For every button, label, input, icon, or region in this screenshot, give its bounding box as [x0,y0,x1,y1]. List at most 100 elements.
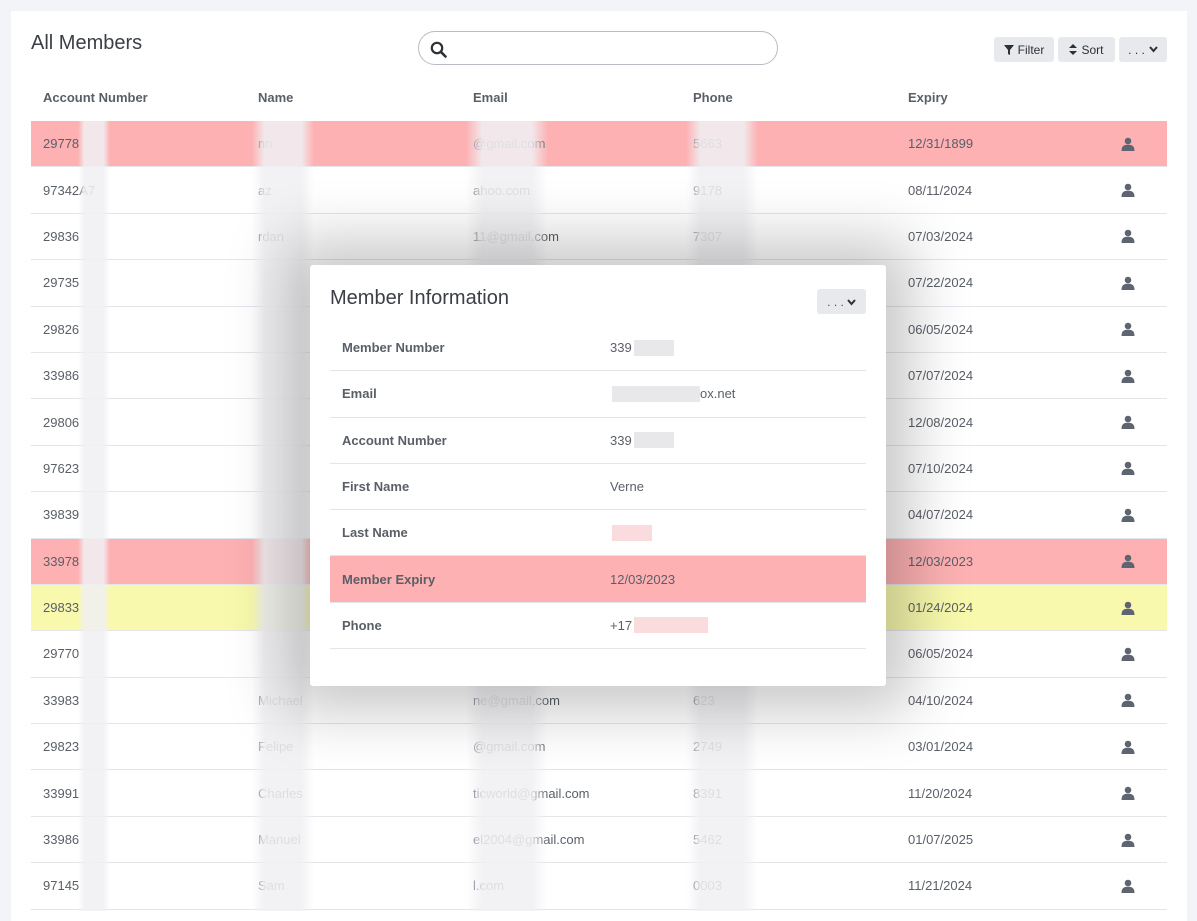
user-icon[interactable] [1120,724,1136,769]
info-value-text: ox.net [700,386,736,402]
expiry-cell: 12/08/2024 [908,414,974,430]
table-row[interactable]: 29823 Felipe @gmail.com 2749 03/01/2024 [31,724,1167,771]
redacted-block [612,385,700,402]
account-number-cell: 29826 [43,321,80,337]
page-title: All Members [31,32,143,54]
name-cell: az [258,182,272,198]
account-number-cell: 97145 [43,878,80,894]
table-row[interactable]: 33991 Charles ticworld@gmail.com 8391 11/20/… [31,770,1167,817]
chevron-down-icon [1149,46,1158,53]
expiry-cell: 07/22/2024 [908,275,974,291]
table-row[interactable]: 33986 Manuel el2004@gmail.com 5462 01/07/202… [31,817,1167,864]
expiry-cell: 04/07/2024 [908,507,974,523]
user-icon[interactable] [1120,770,1136,815]
sort-button[interactable]: Sort [1058,37,1115,62]
phone-cell: 5663 [693,136,722,152]
expiry-cell: 06/05/2024 [908,321,974,337]
user-icon[interactable] [1120,446,1136,491]
search-icon [430,41,447,58]
name-cell: nn [258,136,273,152]
account-number-cell: 97623 [43,460,80,476]
modal-more-button[interactable]: . . . [817,289,866,314]
expiry-cell: 11/21/2024 [908,878,973,894]
account-number-cell: 33978 [43,553,80,569]
info-row: Member Number 339 [330,325,866,372]
phone-cell: 9178 [693,182,722,198]
expiry-cell: 04/10/2024 [908,692,974,708]
column-header-name[interactable]: Name [258,90,294,105]
user-icon[interactable] [1120,214,1136,259]
info-row: First Name Verne [330,464,866,511]
redacted-block [634,617,709,634]
info-label: Email [342,386,377,402]
user-icon[interactable] [1120,492,1136,537]
info-value [610,510,652,555]
column-header-expiry[interactable]: Expiry [908,90,948,105]
user-icon[interactable] [1120,631,1136,676]
account-number-cell: 29778 [43,136,80,152]
member-info-modal: Member Information . . . Member Number 33… [310,265,886,686]
table-row[interactable]: 29778 nn @gmail.com 5663 12/31/1899 [31,121,1167,168]
account-number-cell: 29735 [43,275,80,291]
info-row: Member Expiry 12/03/2023 [330,556,866,603]
email-cell: @gmail.com [473,739,546,755]
table-row[interactable]: 29836 rdan 11@gmail.com 7307 07/03/2024 [31,214,1167,261]
user-icon[interactable] [1120,817,1136,862]
expiry-cell: 07/07/2024 [908,368,974,384]
user-icon[interactable] [1120,678,1136,723]
table-row[interactable]: 97342A7 az ahoo.com 9178 08/11/2024 [31,167,1167,214]
account-number-cell: 97342A7 [43,182,96,198]
chevron-down-icon [847,295,856,309]
phone-cell: 5462 [693,832,722,848]
expiry-cell: 08/11/2024 [908,182,973,198]
email-cell: el2004@gmail.com [473,832,585,848]
account-number-cell: 33991 [43,785,80,801]
info-label: Account Number [342,432,447,448]
expiry-cell: 06/05/2024 [908,646,974,662]
search-box[interactable] [418,31,778,65]
user-icon[interactable] [1120,353,1136,398]
account-number-cell: 29823 [43,739,80,755]
info-value-text: 339 [610,340,632,356]
name-cell: Manuel [258,832,301,848]
redacted-block [633,339,674,356]
info-value: +17 [610,603,709,648]
expiry-cell: 12/31/1899 [908,136,974,152]
account-number-cell: 29836 [43,228,80,244]
column-header-email[interactable]: Email [473,90,508,105]
user-icon[interactable] [1120,585,1136,630]
account-number-cell: 29770 [43,646,80,662]
user-icon[interactable] [1120,307,1136,352]
info-label: Member Expiry [342,571,436,587]
search-input[interactable] [455,38,769,60]
info-value-text: Verne [610,479,644,495]
phone-cell: 7307 [693,228,722,244]
info-value-text: +17 [610,617,633,633]
info-value: 339 [610,418,674,463]
account-number-cell: 33986 [43,368,80,384]
user-icon[interactable] [1120,260,1136,305]
column-header-phone[interactable]: Phone [693,90,733,105]
user-icon[interactable] [1120,539,1136,584]
column-header-account-number[interactable]: Account Number [43,90,148,105]
email-cell: ticworld@gmail.com [473,785,590,801]
redacted-block [612,524,652,541]
user-icon[interactable] [1120,399,1136,444]
modal-title: Member Information [330,287,509,309]
user-icon[interactable] [1120,121,1136,166]
email-cell: ahoo.com [473,182,531,198]
expiry-cell: 12/03/2023 [908,553,974,569]
table-row[interactable]: 97145 Sam l.com 0003 11/21/2024 [31,863,1167,910]
info-value: 339 [610,325,674,370]
email-cell: @gmail.com [473,136,546,152]
filter-button[interactable]: Filter [994,37,1054,62]
account-number-cell: 33986 [43,832,80,848]
info-label: Member Number [342,340,445,356]
email-cell: 11@gmail.com [473,228,559,244]
more-menu-button[interactable]: . . . [1119,37,1167,62]
expiry-cell: 07/03/2024 [908,228,974,244]
user-icon[interactable] [1120,863,1136,908]
user-icon[interactable] [1120,167,1136,212]
filter-label: Filter [1017,42,1045,57]
phone-cell: 0003 [693,878,722,894]
